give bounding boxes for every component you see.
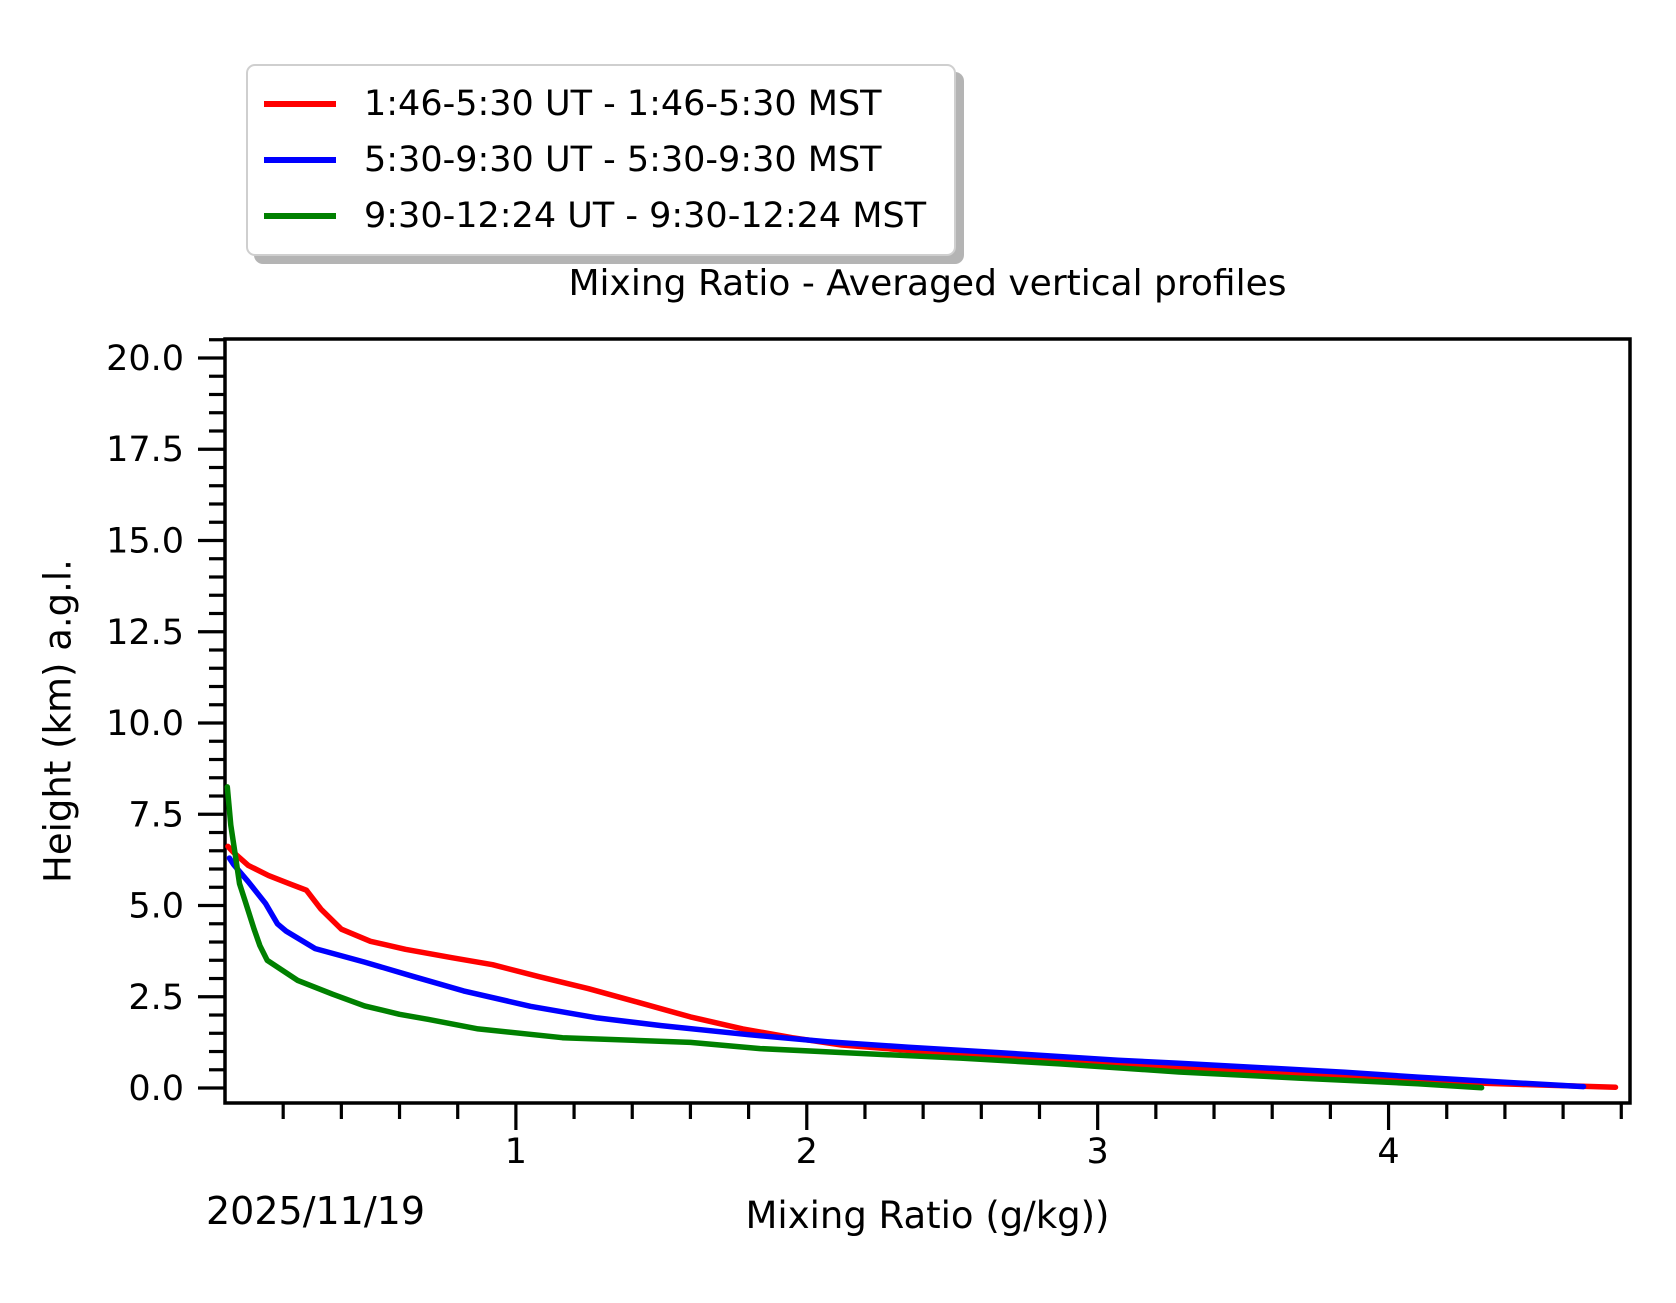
series-line-0 xyxy=(225,843,1619,1091)
y-tick-label: 2.5 xyxy=(128,978,184,1018)
series-line-2 xyxy=(224,784,1485,1091)
axes-frame xyxy=(223,337,1632,1105)
legend-line-sample-red xyxy=(264,101,336,107)
x-tick-label: 4 xyxy=(1377,1132,1399,1172)
x-tick-label: 2 xyxy=(796,1132,818,1172)
x-tick-label: 3 xyxy=(1087,1132,1109,1172)
y-tick-label: 7.5 xyxy=(128,795,184,835)
chart-title: Mixing Ratio - Averaged vertical profile… xyxy=(568,263,1287,304)
y-tick-label: 20.0 xyxy=(106,339,184,379)
y-tick-label: 12.5 xyxy=(106,613,184,653)
y-tick-label: 17.5 xyxy=(106,430,184,470)
legend-label: 9:30-12:24 UT - 9:30-12:24 MST xyxy=(364,196,927,236)
legend-entry: 1:46-5:30 UT - 1:46-5:30 MST xyxy=(264,76,926,132)
x-axis-label: Mixing Ratio (g/kg)) xyxy=(745,1194,1110,1237)
legend-line-sample-blue xyxy=(264,157,336,163)
y-tick-label: 15.0 xyxy=(106,521,184,561)
legend-label: 5:30-9:30 UT - 5:30-9:30 MST xyxy=(364,140,882,180)
legend-line-sample-green xyxy=(264,213,336,219)
series-line-1 xyxy=(226,855,1587,1090)
legend-entry: 5:30-9:30 UT - 5:30-9:30 MST xyxy=(264,132,926,188)
legend-entry: 9:30-12:24 UT - 9:30-12:24 MST xyxy=(264,188,926,244)
y-tick-label: 5.0 xyxy=(128,887,184,927)
legend: 1:46-5:30 UT - 1:46-5:30 MST 5:30-9:30 U… xyxy=(246,64,957,256)
y-tick-label: 0.0 xyxy=(128,1069,184,1109)
y-tick-label: 10.0 xyxy=(106,704,184,744)
date-annotation: 2025/11/19 xyxy=(206,1189,426,1233)
x-tick-label: 1 xyxy=(505,1132,527,1172)
legend-label: 1:46-5:30 UT - 1:46-5:30 MST xyxy=(364,84,882,124)
y-axis-label: Height (km) a.g.l. xyxy=(36,559,80,883)
